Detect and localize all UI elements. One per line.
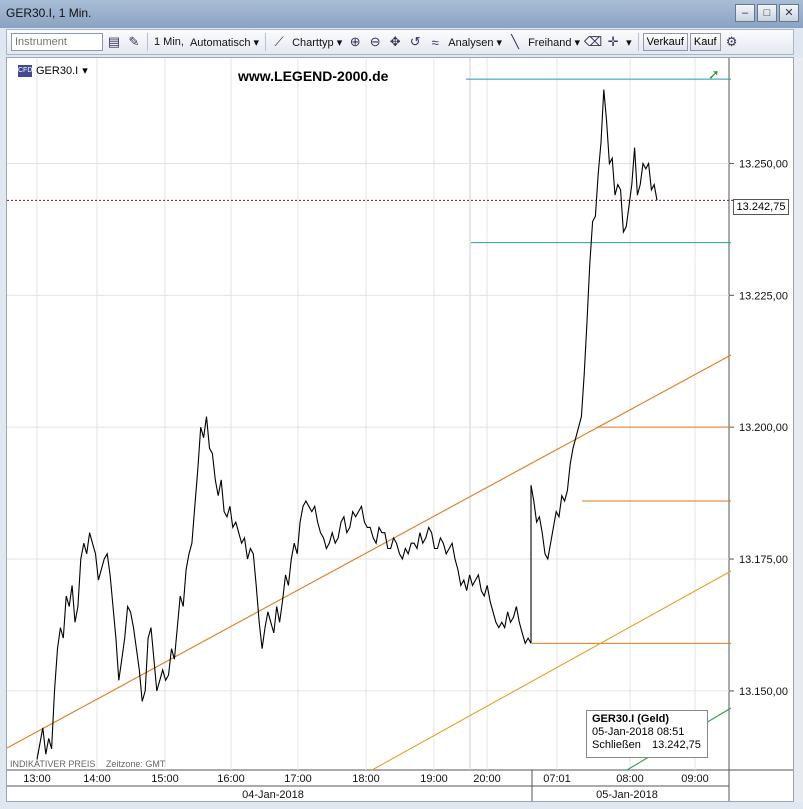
y-tick-label: 13.150,00 <box>739 686 788 698</box>
footer-note: INDIKATIVER PREIS Zeitzone: GMT <box>10 759 165 769</box>
toolbar-separator <box>265 33 267 51</box>
line-chart-icon[interactable]: ⟋ <box>274 34 284 49</box>
y-tick-label: 13.225,00 <box>739 290 788 302</box>
vertical-scrollbar[interactable] <box>794 57 803 802</box>
freihand-dropdown[interactable]: Freihand ▾ <box>528 36 581 49</box>
kauf-button[interactable]: Kauf <box>689 33 721 51</box>
x-tick-label: 16:00 <box>217 773 245 785</box>
x-tick-label: 07:01 <box>543 773 571 785</box>
source-label: INDIKATIVER PREIS <box>10 759 96 769</box>
x-tick-label: 18:00 <box>352 773 380 785</box>
chevron-down-icon: ▾ <box>82 65 88 77</box>
date-label: 05-Jan-2018 <box>596 789 658 801</box>
info-close-label: Schließen <box>592 739 641 751</box>
info-close-value: 13.242,75 <box>651 739 701 751</box>
zoom-out-icon[interactable]: ⊖ <box>369 34 381 49</box>
y-tick-label: 13.200,00 <box>739 422 788 434</box>
zoom-in-icon[interactable]: ⊕ <box>349 34 361 49</box>
crosshair-icon[interactable]: ✛ <box>607 34 619 49</box>
symbol-label: GER30.I <box>36 64 79 77</box>
last-price-tag: 13.242,75 <box>733 199 789 215</box>
watermark-text: www.LEGEND-2000.de <box>238 68 389 84</box>
window-controls: ‒ □ ✕ <box>735 4 799 22</box>
analysis-icon[interactable]: ≈ <box>431 34 439 50</box>
eraser-icon[interactable]: ⌫ <box>583 34 603 49</box>
minimize-button[interactable]: ‒ <box>735 4 755 22</box>
x-tick-label: 19:00 <box>420 773 448 785</box>
price-series-line <box>36 89 658 760</box>
timezone-label: Zeitzone: GMT <box>105 759 166 769</box>
x-tick-label: 14:00 <box>83 773 111 785</box>
y-tick-label: 13.250,00 <box>739 158 788 170</box>
undo-icon[interactable]: ↺ <box>409 34 421 49</box>
verkauf-button[interactable]: Verkauf <box>642 33 688 51</box>
freehand-line-icon[interactable]: ╲ <box>511 34 519 49</box>
cfd-badge: CFD <box>18 64 32 77</box>
analysen-dropdown[interactable]: Analysen ▾ <box>448 36 503 49</box>
chart-settings-icon[interactable]: ⚙ <box>725 34 738 49</box>
close-button[interactable]: ✕ <box>779 4 799 22</box>
x-tick-label: 09:00 <box>681 773 709 785</box>
mode-label: Automatisch <box>189 36 251 49</box>
trend-line <box>6 354 732 749</box>
chart-area[interactable]: 13:00 14:00 15:00 16:00 17:00 18:00 19:00 20:00… <box>6 57 794 802</box>
price-chart[interactable]: 13:00 14:00 15:00 16:00 17:00 18:00 19:00 20:00… <box>6 58 793 801</box>
charttype-dropdown[interactable]: Charttyp ▾ <box>292 36 343 49</box>
analysen-label: Analysen <box>448 36 494 49</box>
indicator-icon[interactable]: ✎ <box>128 34 140 49</box>
x-tick-label: 15:00 <box>151 773 179 785</box>
window-title: GER30.I, 1 Min. <box>6 6 92 20</box>
price-info-box: GER30.I (Geld) 05-Jan-2018 08:51 Schließ… <box>586 710 708 758</box>
x-tick-label: 13:00 <box>23 773 51 785</box>
toolbar-separator <box>637 33 639 51</box>
freihand-label: Freihand <box>528 36 572 49</box>
x-tick-label: 08:00 <box>616 773 644 785</box>
charttype-label: Charttyp <box>292 36 334 49</box>
info-datetime: 05-Jan-2018 08:51 <box>592 726 685 738</box>
fit-icon[interactable]: ✥ <box>389 34 401 49</box>
trend-up-arrow-icon[interactable]: ➚ <box>708 66 720 82</box>
mode-dropdown[interactable]: Automatisch ▾ <box>189 36 260 49</box>
date-label: 04-Jan-2018 <box>242 789 304 801</box>
instrument-list-icon[interactable]: ▤ <box>107 34 121 49</box>
info-close-row: Schließen 13.242,75 <box>592 739 702 752</box>
info-title: GER30.I (Geld) <box>592 713 670 725</box>
title-bar: GER30.I, 1 Min. ‒ □ ✕ <box>0 0 803 28</box>
symbol-selector[interactable]: CFD GER30.I ▾ <box>18 64 88 77</box>
x-tick-label: 20:00 <box>473 773 501 785</box>
maximize-button[interactable]: □ <box>757 4 777 22</box>
toolbar-separator <box>147 33 148 51</box>
interval-label[interactable]: 1 Min, <box>154 36 184 48</box>
crosshair-dropdown[interactable]: ▾ <box>626 36 632 49</box>
trend-line <box>371 570 732 771</box>
instrument-input[interactable] <box>11 33 103 51</box>
plot-background <box>7 58 729 770</box>
y-tick-label: 13.175,00 <box>739 554 788 566</box>
chart-toolbar: ▤ ✎ 1 Min, Automatisch ▾ ⟋ Charttyp ▾ ⊕ … <box>6 29 794 55</box>
x-tick-label: 17:00 <box>284 773 312 785</box>
